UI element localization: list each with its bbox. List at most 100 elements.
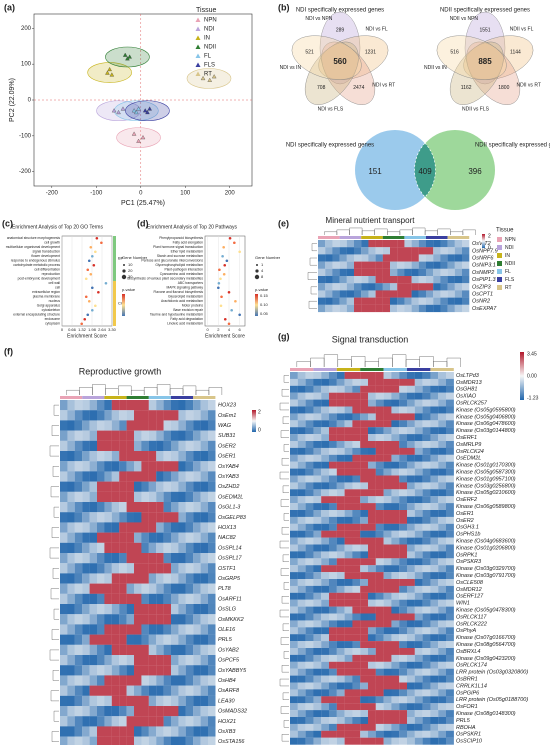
heatmap-cell [446,420,454,428]
heatmap-cell [104,593,112,605]
colorbar [252,410,256,432]
heatmap-cell [399,668,408,676]
term-label: cytoskeleton [42,308,60,312]
heatmap-cell [89,614,98,625]
heatmap-cell [89,461,98,472]
gene-label: OsER2 [456,518,474,524]
heatmap-cell [178,410,186,421]
heatmap-cell [193,685,201,696]
heatmap-cell [407,689,415,697]
heatmap-cell [399,551,408,559]
heatmap-cell [440,290,448,298]
heatmap-cell [297,441,306,448]
heatmap-cell [407,406,415,414]
heatmap-cell [119,410,127,421]
heatmap-cell [382,297,391,305]
heatmap-cell [74,593,83,605]
heatmap-cell [321,723,330,731]
heatmap-cell [305,496,314,504]
heatmap-cell [383,427,392,435]
heatmap-cell [290,475,298,483]
heatmap-cell [185,400,194,411]
heatmap-cell [352,537,361,545]
term-label: Glycerophospholipid metabolism [155,263,203,267]
colorbar-label: 2 [488,233,491,239]
heatmap-cell [82,583,90,594]
heatmap-cell [414,503,423,511]
term-label: cell growth [44,241,60,245]
heatmap-cell [89,430,98,441]
dendrogram [280,706,289,714]
heatmap-cell [422,565,431,573]
point [147,106,152,111]
heatmap-cell [399,634,408,642]
dot [218,268,221,272]
heatmap-cell [313,447,322,455]
heatmap-cell [368,283,376,291]
heatmap-cell [414,482,423,490]
heatmap-cell [178,614,186,625]
heatmap-cell [433,247,441,255]
heatmap-cell [208,430,216,441]
heatmap-cell [126,604,135,615]
heatmap-cell [438,585,447,593]
heatmap-cell [208,726,216,737]
heatmap-cell [60,512,68,523]
heatmap-cell [390,268,398,277]
heatmap-cell [134,461,142,472]
heatmap-cell [391,441,400,448]
heatmap-cell [329,710,337,718]
legend-title: Gene Number [255,255,281,260]
heatmap-cell [383,648,392,655]
heatmap-cell [126,614,135,625]
heatmap-cell [368,427,376,435]
heatmap-cell [430,565,439,573]
heatmap-cell [313,565,322,573]
heatmap-cell [391,420,400,428]
heatmap-cell [111,634,120,645]
heatmap-cell [148,532,157,543]
heatmap-cell [344,378,353,386]
gene-label: HOX13 [218,525,237,531]
heatmap-cell [318,290,326,298]
heatmap-cell [297,475,306,483]
legend-title: Tissue [196,7,216,14]
heatmap-cell [375,717,384,724]
heatmap-cell [141,512,149,523]
tissue-bar [82,396,105,399]
gene-label: OsLTPd3 [456,373,480,379]
heatmap-cell [178,502,186,513]
heatmap-cell [60,471,68,482]
point [127,54,132,59]
heatmap-cell [111,604,120,615]
gene-label: PLT8 [218,586,232,592]
heatmap-cell [74,665,83,676]
heatmap-cell [360,530,369,538]
heatmap-cell [446,496,454,504]
heatmap-cell [163,593,172,605]
heatmap-cell [332,268,340,277]
legend-label: FL [204,54,212,60]
heatmap-cell [360,634,369,642]
gene-label: OsZIP3 [472,284,492,290]
heatmap-cell [156,583,164,594]
heatmap-cell [193,716,201,727]
heatmap-cell [375,496,384,504]
heatmap-cell [171,573,179,584]
heatmap-cell [148,604,157,615]
heatmap-cell [375,613,384,621]
heatmap-cell [104,685,112,696]
venn-count: 885 [478,57,492,66]
dendrogram [279,471,289,480]
heatmap-cell [297,420,306,428]
dot [230,308,233,312]
gene-label: OsMDR12 [456,587,482,593]
heatmap-cell [414,551,423,559]
heatmap-cell [290,689,298,697]
heatmap-cell [440,276,448,284]
heatmap-cell [208,461,216,472]
venn-count: 151 [368,167,382,176]
heatmap-cell [433,276,441,284]
heatmap-cell [67,481,75,492]
heatmap-cell [368,297,376,305]
